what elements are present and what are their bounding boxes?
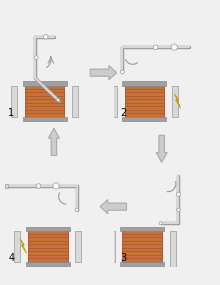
Bar [122, 117, 166, 121]
Bar [172, 86, 178, 117]
Bar [120, 262, 164, 266]
Bar [125, 86, 164, 117]
Circle shape [153, 45, 158, 50]
FancyArrow shape [48, 128, 59, 155]
Bar [23, 117, 67, 121]
Bar [23, 82, 67, 86]
Bar [109, 231, 115, 262]
Bar [170, 231, 176, 270]
Bar [26, 227, 70, 231]
Bar [72, 86, 78, 117]
Circle shape [36, 184, 41, 188]
Circle shape [44, 34, 48, 39]
Text: 4: 4 [8, 253, 15, 262]
FancyArrow shape [90, 66, 117, 80]
Bar [11, 86, 17, 117]
Circle shape [177, 208, 180, 211]
Polygon shape [20, 239, 26, 253]
Circle shape [176, 192, 180, 196]
Text: 2: 2 [120, 108, 127, 118]
Circle shape [171, 44, 177, 50]
Polygon shape [174, 94, 181, 108]
Bar [123, 231, 162, 262]
Bar [122, 82, 166, 86]
Bar [120, 227, 164, 231]
Text: 3: 3 [120, 253, 126, 262]
Bar [25, 86, 64, 117]
Circle shape [121, 70, 124, 74]
Text: 1: 1 [8, 108, 15, 118]
Bar [14, 231, 20, 262]
Circle shape [35, 56, 38, 59]
Circle shape [57, 99, 60, 102]
Circle shape [159, 222, 162, 225]
Circle shape [75, 208, 79, 211]
FancyArrow shape [156, 135, 167, 162]
Bar [111, 86, 117, 117]
Bar [26, 262, 70, 266]
Bar [28, 231, 68, 262]
Bar [5, 184, 8, 188]
FancyArrow shape [100, 200, 126, 214]
Bar [75, 231, 81, 262]
Circle shape [53, 183, 59, 189]
